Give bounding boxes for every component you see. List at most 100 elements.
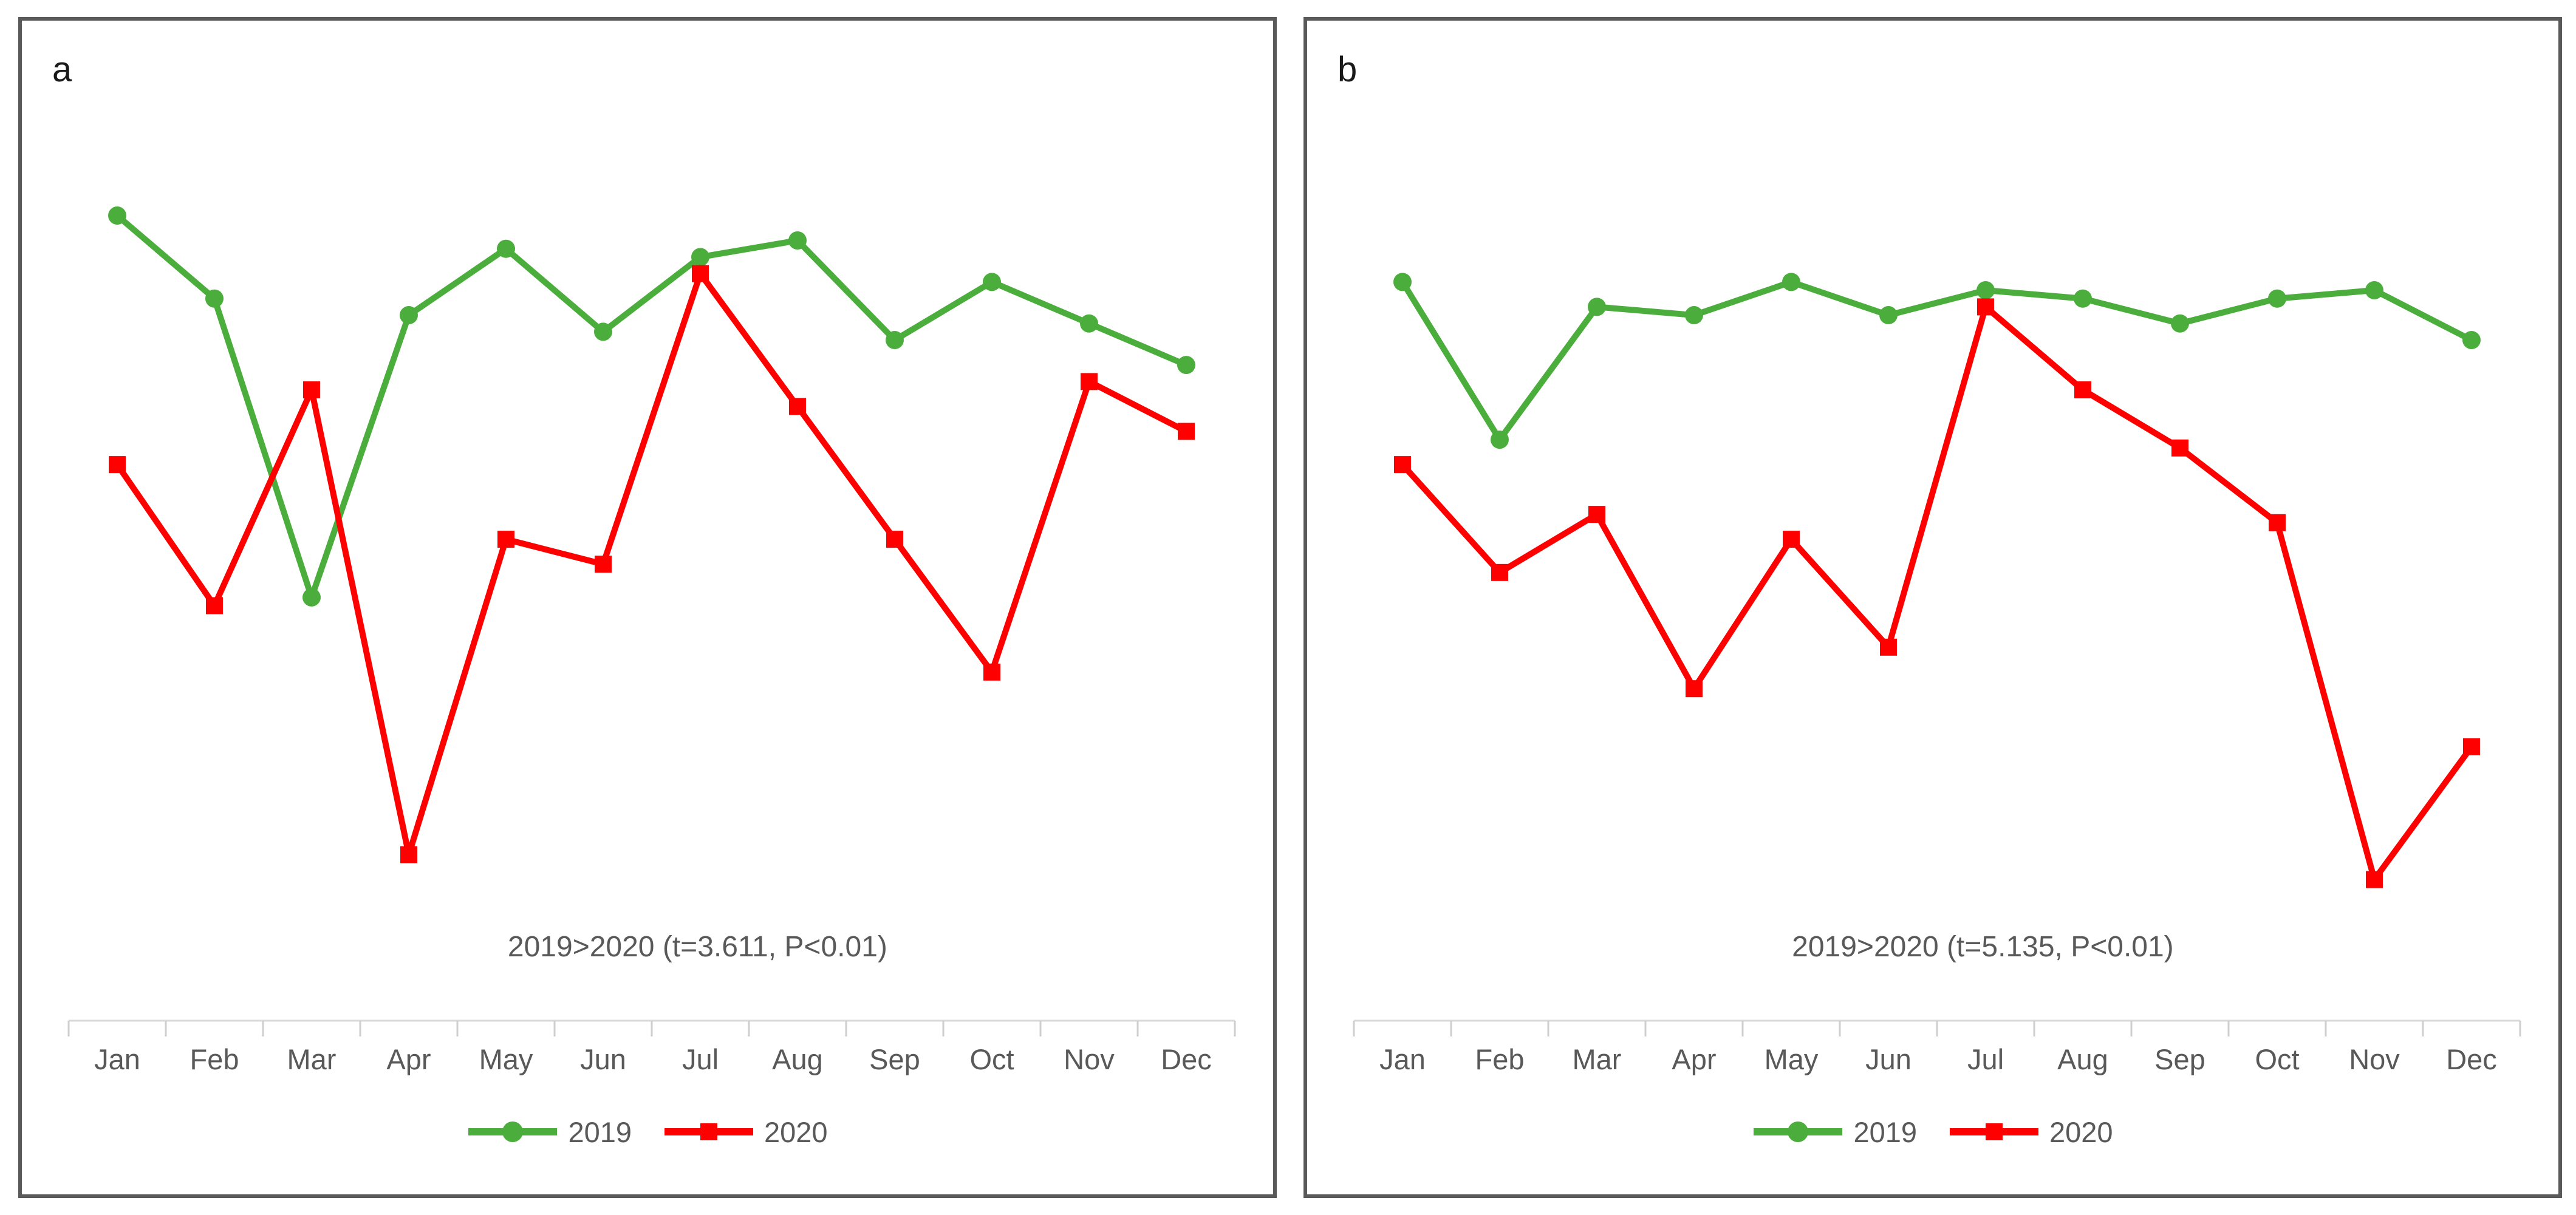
- series-2020: [1394, 298, 2480, 888]
- month-label-may: May: [1764, 1043, 1819, 1075]
- marker-2020-Jan: [1394, 456, 1411, 474]
- marker-2020-Feb: [206, 597, 223, 614]
- legend-label-2019: 2019: [1853, 1115, 1917, 1148]
- legend-item-2019: 2019: [1752, 1115, 1917, 1149]
- marker-2020-Jan: [109, 456, 126, 474]
- marker-2020-Aug: [2074, 381, 2091, 399]
- marker-2019-Jun: [594, 322, 612, 341]
- month-label-apr: Apr: [1672, 1043, 1717, 1075]
- marker-2019-Sep: [886, 331, 904, 350]
- marker-2020-Feb: [1491, 563, 1508, 581]
- marker-2019-Nov: [1080, 314, 1098, 333]
- month-label-jan: Jan: [94, 1043, 140, 1075]
- marker-2020-Nov: [2366, 871, 2383, 888]
- month-label-feb: Feb: [190, 1043, 239, 1075]
- month-label-jan: Jan: [1379, 1043, 1426, 1075]
- series-line-2020: [114, 270, 1189, 858]
- marker-2020-May: [497, 531, 514, 548]
- series-2019: [1393, 273, 2481, 449]
- marker-2020-Apr: [1686, 680, 1703, 698]
- chart-plot-a: [67, 206, 1236, 1036]
- legend-item-2019: 2019: [467, 1115, 632, 1149]
- chart-plot-b: [1353, 273, 2521, 1036]
- marker-2020-Jun: [595, 556, 612, 573]
- series-line-2020: [1399, 304, 2475, 883]
- x-axis-labels-b: Jan Feb Mar Apr May Jun Jul Aug Sep Oct Nov Dec: [1354, 1043, 2520, 1076]
- month-label-mar: Mar: [1572, 1043, 1622, 1075]
- marker-2020-Apr: [400, 846, 417, 863]
- month-label-dec: Dec: [2446, 1043, 2497, 1075]
- legend-item-2020: 2020: [663, 1115, 828, 1149]
- month-label-sep: Sep: [2154, 1043, 2205, 1075]
- legend-swatch-2019-line-circle-icon: [468, 1121, 558, 1142]
- legend-label-2019: 2019: [568, 1115, 632, 1148]
- marker-2019-Feb: [1491, 431, 1509, 449]
- marker-2020-Jul: [692, 265, 709, 282]
- series-line-2019: [114, 213, 1189, 601]
- legend-swatch-2019-line-circle-icon: [1754, 1121, 1843, 1142]
- marker-2019-Sep: [2171, 314, 2189, 333]
- marker-2019-Jun: [1879, 306, 1898, 325]
- marker-2020-Aug: [789, 398, 806, 415]
- series-line-2019: [1399, 279, 2475, 443]
- marker-2020-Dec: [1178, 423, 1195, 440]
- marker-2019-Feb: [205, 289, 224, 308]
- marker-2019-Jul: [691, 248, 709, 267]
- legend-swatch-2020-line-square-icon: [664, 1123, 753, 1140]
- legend-b: 2019 2020: [1307, 1114, 2558, 1150]
- month-label-may: May: [479, 1043, 533, 1075]
- month-label-jul: Jul: [682, 1043, 719, 1075]
- marker-2019-Mar: [1588, 298, 1606, 316]
- marker-2020-Dec: [2463, 738, 2480, 755]
- marker-2020-Oct: [983, 663, 1000, 681]
- legend-label-2020: 2020: [2049, 1115, 2113, 1148]
- marker-2019-May: [1782, 273, 1800, 291]
- panel-label-a: a: [52, 50, 72, 89]
- month-label-aug: Aug: [2057, 1043, 2108, 1075]
- panel-b: b 2019>2020 (t=5.135, P<0.01) Jan Feb Mar A…: [1303, 17, 2562, 1198]
- marker-2019-Aug: [788, 231, 807, 250]
- stats-annotation-b: 2019>2020 (t=5.135, P<0.01): [1792, 931, 2174, 963]
- marker-2020-Mar: [1588, 506, 1605, 523]
- month-label-mar: Mar: [287, 1043, 337, 1075]
- series-2020: [109, 265, 1195, 863]
- marker-2020-Nov: [1081, 373, 1098, 390]
- legend-label-2020: 2020: [764, 1115, 828, 1148]
- marker-2019-Jan: [108, 206, 126, 225]
- legend-item-2020: 2020: [1949, 1115, 2113, 1149]
- month-label-jun: Jun: [580, 1043, 626, 1075]
- month-label-jun: Jun: [1865, 1043, 1912, 1075]
- month-label-nov: Nov: [1064, 1043, 1115, 1075]
- month-label-apr: Apr: [386, 1043, 431, 1075]
- month-label-aug: Aug: [772, 1043, 823, 1075]
- marker-2019-Apr: [400, 306, 418, 325]
- marker-2019-Aug: [2074, 289, 2092, 308]
- month-label-feb: Feb: [1475, 1043, 1525, 1075]
- marker-2020-Jul: [1977, 298, 1994, 316]
- marker-2019-Oct: [2268, 289, 2286, 308]
- legend-a: 2019 2020: [22, 1114, 1273, 1150]
- marker-2019-Nov: [2365, 281, 2383, 300]
- series-2019: [108, 206, 1195, 607]
- month-label-oct: Oct: [969, 1043, 1014, 1075]
- marker-2020-Oct: [2269, 514, 2286, 531]
- marker-2019-Mar: [302, 588, 321, 607]
- x-axis-labels-a: Jan Feb Mar Apr May Jun Jul Aug Sep Oct Nov Dec: [69, 1043, 1235, 1076]
- marker-2019-Apr: [1685, 306, 1703, 325]
- stats-annotation-a: 2019>2020 (t=3.611, P<0.01): [507, 931, 887, 963]
- marker-2019-Jul: [1976, 281, 1995, 300]
- panel-a: a 2019>2020 (t=3.611, P<0.01) Jan Feb Mar A…: [18, 17, 1277, 1198]
- legend-swatch-2020-line-square-icon: [1950, 1123, 2038, 1140]
- month-label-sep: Sep: [869, 1043, 920, 1075]
- month-label-jul: Jul: [1967, 1043, 2004, 1075]
- marker-2019-Oct: [983, 273, 1001, 291]
- marker-2020-Sep: [886, 531, 903, 548]
- marker-2020-Jun: [1880, 638, 1897, 656]
- month-label-nov: Nov: [2349, 1043, 2400, 1075]
- marker-2019-Jan: [1393, 273, 1412, 291]
- panel-label-b: b: [1338, 50, 1358, 89]
- month-label-oct: Oct: [2255, 1043, 2300, 1075]
- marker-2019-Dec: [1177, 356, 1195, 375]
- month-label-dec: Dec: [1161, 1043, 1212, 1075]
